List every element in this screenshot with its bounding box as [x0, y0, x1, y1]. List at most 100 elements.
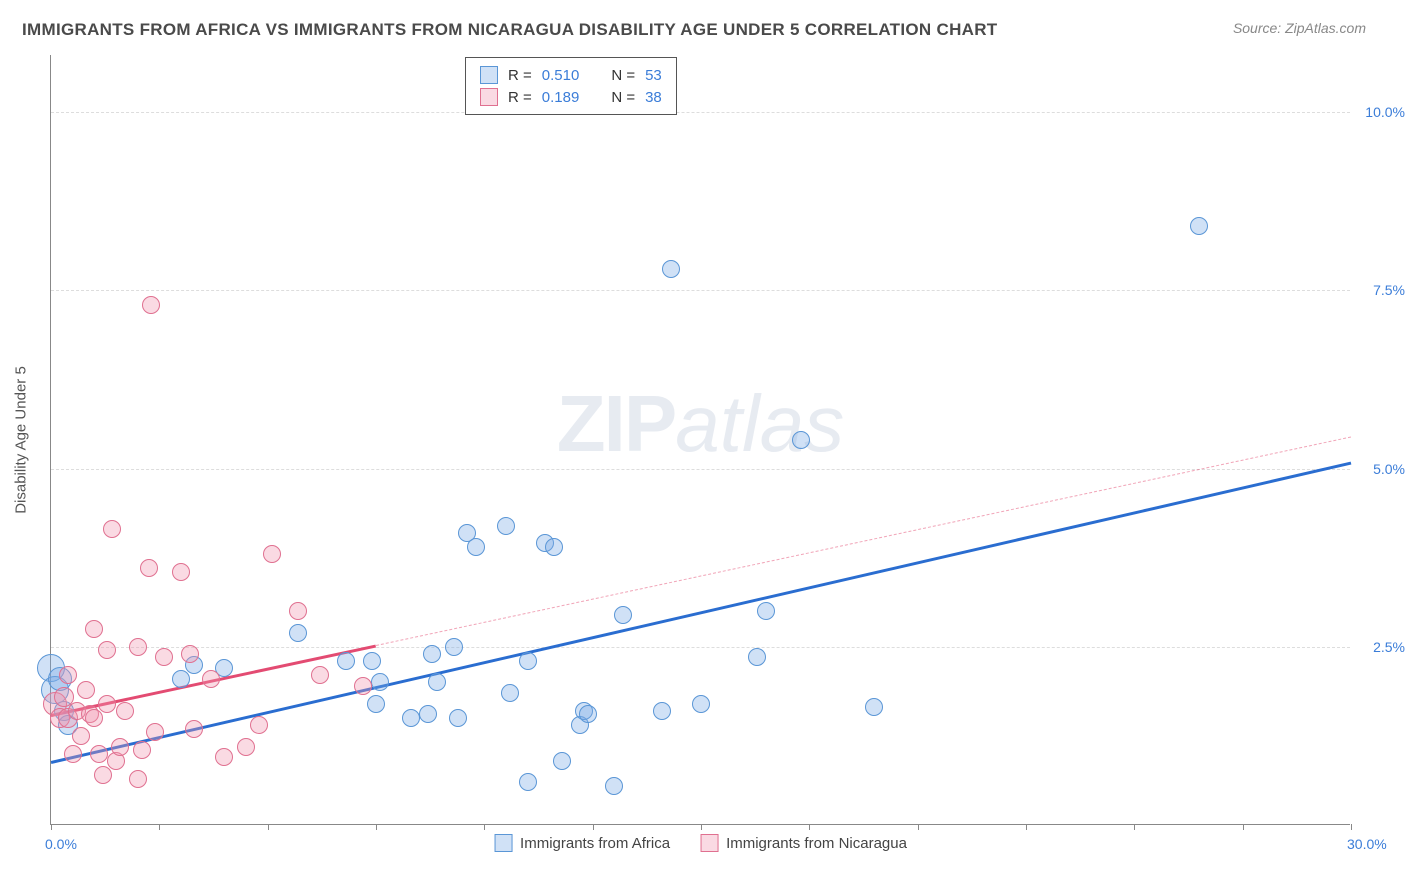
x-tick-label: 30.0% — [1347, 836, 1387, 852]
data-point — [402, 709, 420, 727]
data-point — [337, 652, 355, 670]
watermark-atlas: atlas — [675, 379, 844, 468]
watermark-zip: ZIP — [557, 379, 675, 468]
data-point — [605, 777, 623, 795]
stats-row: R =0.189N =38 — [480, 86, 662, 108]
data-point — [98, 695, 116, 713]
data-point — [77, 681, 95, 699]
data-point — [181, 645, 199, 663]
grid-line — [51, 290, 1350, 291]
swatch-icon — [480, 66, 498, 84]
data-point — [519, 652, 537, 670]
r-value: 0.510 — [542, 67, 580, 84]
data-point — [250, 716, 268, 734]
stats-row: R =0.510N =53 — [480, 64, 662, 86]
data-point — [103, 520, 121, 538]
data-point — [155, 648, 173, 666]
data-point — [111, 738, 129, 756]
data-point — [1190, 217, 1208, 235]
x-tick — [593, 824, 594, 830]
data-point — [215, 748, 233, 766]
data-point — [289, 602, 307, 620]
data-point — [85, 620, 103, 638]
x-tick — [376, 824, 377, 830]
data-point — [129, 770, 147, 788]
data-point — [449, 709, 467, 727]
data-point — [64, 745, 82, 763]
x-tick — [1243, 824, 1244, 830]
data-point — [423, 645, 441, 663]
r-value: 0.189 — [542, 89, 580, 106]
n-value: 38 — [645, 89, 662, 106]
data-point — [59, 666, 77, 684]
source-attribution: Source: ZipAtlas.com — [1233, 20, 1366, 36]
data-point — [445, 638, 463, 656]
x-tick — [51, 824, 52, 830]
y-tick-label: 7.5% — [1373, 282, 1405, 298]
data-point — [237, 738, 255, 756]
data-point — [748, 648, 766, 666]
legend-label: Immigrants from Africa — [520, 835, 670, 852]
x-tick — [1351, 824, 1352, 830]
data-point — [172, 670, 190, 688]
data-point — [865, 698, 883, 716]
data-point — [653, 702, 671, 720]
data-point — [94, 766, 112, 784]
data-point — [553, 752, 571, 770]
y-axis-label: Disability Age Under 5 — [13, 366, 30, 514]
data-point — [146, 723, 164, 741]
x-tick-label: 0.0% — [45, 836, 77, 852]
swatch-icon — [494, 834, 512, 852]
data-point — [614, 606, 632, 624]
data-point — [202, 670, 220, 688]
plot-area: ZIPatlas Disability Age Under 5 2.5%5.0%… — [50, 55, 1350, 825]
data-point — [371, 673, 389, 691]
data-point — [142, 296, 160, 314]
y-tick-label: 10.0% — [1365, 104, 1405, 120]
header: IMMIGRANTS FROM AFRICA VS IMMIGRANTS FRO… — [0, 0, 1406, 40]
x-tick — [159, 824, 160, 830]
data-point — [133, 741, 151, 759]
data-point — [289, 624, 307, 642]
data-point — [579, 705, 597, 723]
x-tick — [484, 824, 485, 830]
data-point — [519, 773, 537, 791]
x-tick — [701, 824, 702, 830]
data-point — [501, 684, 519, 702]
data-point — [419, 705, 437, 723]
n-value: 53 — [645, 67, 662, 84]
data-point — [367, 695, 385, 713]
legend-item: Immigrants from Nicaragua — [700, 834, 907, 852]
swatch-icon — [480, 88, 498, 106]
data-point — [90, 745, 108, 763]
chart-title: IMMIGRANTS FROM AFRICA VS IMMIGRANTS FRO… — [22, 20, 997, 40]
x-tick — [1134, 824, 1135, 830]
x-tick — [268, 824, 269, 830]
stats-box: R =0.510N =53R =0.189N =38 — [465, 57, 677, 115]
data-point — [692, 695, 710, 713]
data-point — [497, 517, 515, 535]
grid-line — [51, 112, 1350, 113]
grid-line — [51, 469, 1350, 470]
r-label: R = — [508, 67, 532, 84]
data-point — [72, 727, 90, 745]
data-point — [354, 677, 372, 695]
legend-item: Immigrants from Africa — [494, 834, 670, 852]
legend-label: Immigrants from Nicaragua — [726, 835, 907, 852]
swatch-icon — [700, 834, 718, 852]
data-point — [116, 702, 134, 720]
data-point — [140, 559, 158, 577]
data-point — [311, 666, 329, 684]
y-tick-label: 5.0% — [1373, 461, 1405, 477]
data-point — [757, 602, 775, 620]
r-label: R = — [508, 89, 532, 106]
data-point — [185, 720, 203, 738]
chart-container: ZIPatlas Disability Age Under 5 2.5%5.0%… — [50, 55, 1350, 825]
x-tick — [918, 824, 919, 830]
legend: Immigrants from Africa Immigrants from Ni… — [494, 834, 907, 852]
data-point — [85, 709, 103, 727]
y-tick-label: 2.5% — [1373, 639, 1405, 655]
data-point — [792, 431, 810, 449]
data-point — [129, 638, 147, 656]
data-point — [428, 673, 446, 691]
